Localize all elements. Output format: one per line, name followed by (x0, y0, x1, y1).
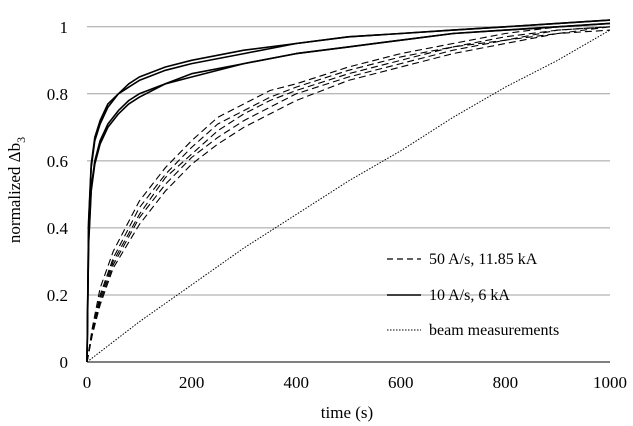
x-tick-label: 800 (493, 373, 519, 392)
series-line-50as (87, 23, 610, 362)
x-tick-label: 400 (283, 373, 309, 392)
series-layer (87, 20, 610, 362)
series-line-50as (87, 27, 610, 362)
y-axis-title-subscript: 3 (14, 137, 28, 143)
y-tick-label: 0.6 (47, 152, 68, 171)
y-axis-title: normalized Δb3 (5, 137, 28, 243)
y-tick-label: 0.8 (47, 85, 68, 104)
x-axis-title: time (s) (321, 403, 373, 422)
series-0 (87, 23, 610, 362)
x-tick-label: 600 (388, 373, 414, 392)
x-tick-label: 0 (83, 373, 92, 392)
x-tick-label: 200 (179, 373, 205, 392)
legend-label-50as: 50 A/s, 11.85 kA (429, 251, 538, 268)
y-tick-labels: 0 0.2 0.4 0.6 0.8 1 (47, 18, 69, 372)
y-tick-label: 1 (60, 18, 69, 37)
y-tick-label: 0 (60, 353, 69, 372)
y-axis-title-main: normalized Δb (5, 143, 24, 243)
legend-label-beam: beam measurements (429, 322, 559, 339)
series-line-10as (87, 23, 610, 362)
x-tick-labels: 0 200 400 600 800 1000 (83, 373, 627, 392)
x-tick-label: 1000 (593, 373, 627, 392)
y-tick-label: 0.2 (47, 286, 68, 305)
legend-label-10as: 10 A/s, 6 kA (429, 287, 510, 304)
series-line-10as (87, 23, 610, 362)
y-tick-label: 0.4 (47, 219, 69, 238)
series-line-50as (87, 30, 610, 362)
